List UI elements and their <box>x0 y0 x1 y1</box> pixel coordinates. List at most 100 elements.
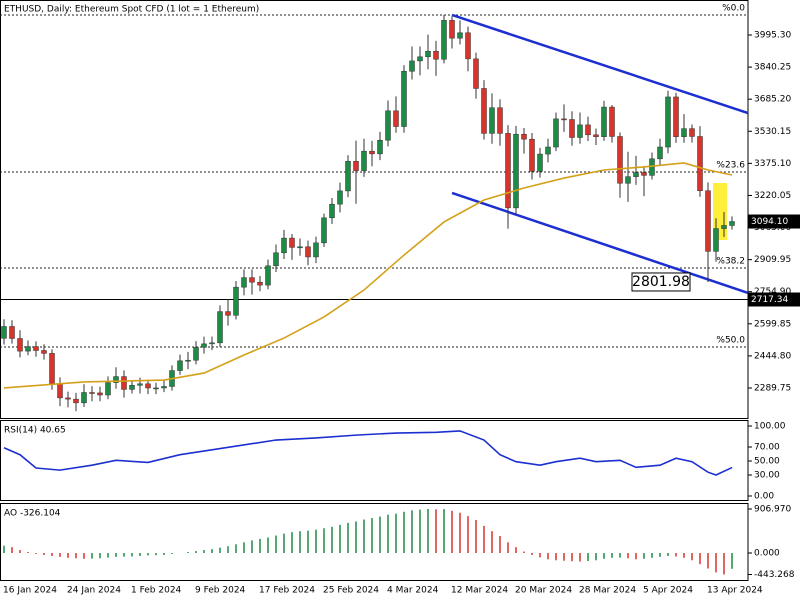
fib-label: %23.6 <box>716 160 745 170</box>
candle-body <box>129 385 135 390</box>
candle-body <box>449 20 455 39</box>
candle-body <box>97 392 103 396</box>
candle-body <box>537 153 543 172</box>
candle-body <box>569 119 575 138</box>
candle-body <box>345 161 351 192</box>
y-tick-label: 70.00 <box>754 443 780 453</box>
candle-body <box>121 376 127 390</box>
candle-body <box>729 221 735 226</box>
low-box <box>631 272 691 292</box>
x-tick-label: 24 Jan 2024 <box>67 586 121 596</box>
candle-body <box>113 376 119 383</box>
candle-body <box>521 133 527 140</box>
candle-body <box>17 338 23 352</box>
y-tick-label: 3065.00 <box>754 223 791 233</box>
candle-body <box>209 342 215 345</box>
candle-body <box>273 252 279 267</box>
y-tick-label: 30.00 <box>754 471 780 481</box>
candle-body <box>417 56 423 62</box>
candle-body <box>665 96 671 148</box>
candle-body <box>513 133 519 209</box>
y-tick-label: 50.00 <box>754 457 780 467</box>
candle-body <box>337 190 343 205</box>
ao-title: AO -326.104 <box>4 509 61 519</box>
x-tick-label: 20 Mar 2024 <box>515 586 572 596</box>
y-tick-label: 3995.30 <box>754 30 791 40</box>
candle-body <box>697 136 703 191</box>
candle-body <box>489 107 495 134</box>
candle-body <box>33 346 39 351</box>
candle-body <box>649 158 655 176</box>
rsi-line <box>3 430 733 476</box>
candle-body <box>201 343 207 348</box>
candle-body <box>241 277 247 288</box>
chart-title: ETHUSD, Daily: Ethereum Spot CFD (1 lot … <box>4 5 259 15</box>
candle-body <box>329 203 335 219</box>
x-tick-label: 9 Feb 2024 <box>195 586 246 596</box>
y-tick-label: 3840.25 <box>754 63 791 73</box>
candle-body <box>705 190 711 252</box>
trend-line <box>451 191 749 295</box>
candle-body <box>1 326 7 339</box>
candle-body <box>401 71 407 127</box>
y-tick-label: 906.970 <box>754 505 791 515</box>
candle-body <box>473 58 479 89</box>
candle-body <box>9 326 15 339</box>
y-tick-label: 2444.80 <box>754 351 791 361</box>
candle-body <box>193 347 199 361</box>
y-tick-label: -443.268 <box>754 570 795 580</box>
candle-body <box>577 124 583 138</box>
candle-body <box>409 60 415 72</box>
candle-body <box>465 32 471 60</box>
candle-body <box>585 124 591 136</box>
candle-body <box>177 360 183 371</box>
candle-body <box>553 118 559 148</box>
x-tick-label: 13 Apr 2024 <box>707 586 763 596</box>
candle-body <box>393 110 399 127</box>
candle-body <box>457 32 463 39</box>
candle-body <box>313 242 319 258</box>
fib-label: %50.0 <box>716 336 745 346</box>
y-tick-label: 3530.15 <box>754 127 791 137</box>
y-tick-label: 100.00 <box>754 422 786 432</box>
candle-body <box>305 246 311 258</box>
y-tick-label: 0.00 <box>754 492 774 502</box>
candle-body <box>617 136 623 184</box>
candle-body <box>105 382 111 396</box>
candle-body <box>545 146 551 155</box>
candle-body <box>361 150 367 171</box>
candle-body <box>281 237 287 254</box>
y-tick-label: 3685.20 <box>754 95 791 105</box>
fib-label: %38.2 <box>716 256 745 266</box>
candle-body <box>441 20 447 60</box>
candle-body <box>81 392 87 404</box>
last-price-box <box>748 214 800 229</box>
y-tick-label: 3220.05 <box>754 191 791 201</box>
candle-body <box>257 281 263 286</box>
candle-body <box>25 346 31 352</box>
x-tick-label: 5 Apr 2024 <box>643 586 693 596</box>
y-tick-label: 3375.10 <box>754 159 791 169</box>
rsi-title: RSI(14) 40.65 <box>4 426 66 436</box>
x-tick-label: 1 Feb 2024 <box>131 586 182 596</box>
candle-body <box>497 107 503 134</box>
candle-body <box>641 172 647 176</box>
candle-body <box>369 150 375 155</box>
candle-body <box>529 138 535 172</box>
candle-body <box>593 134 599 137</box>
candle-body <box>289 237 295 248</box>
x-tick-label: 28 Mar 2024 <box>579 586 636 596</box>
candle-body <box>41 350 47 354</box>
candle-body <box>57 383 63 399</box>
price-box <box>748 292 800 307</box>
y-tick-label: 2754.90 <box>754 287 791 297</box>
candle-body <box>657 146 663 160</box>
candle-body <box>161 386 167 389</box>
fib-label: %0.0 <box>722 3 745 13</box>
main-panel <box>0 0 749 419</box>
low-label: 2801.98 <box>632 274 690 290</box>
candle-body <box>297 246 303 249</box>
x-tick-label: 17 Feb 2024 <box>259 586 315 596</box>
candle-body <box>265 265 271 286</box>
candle-body <box>153 387 159 390</box>
